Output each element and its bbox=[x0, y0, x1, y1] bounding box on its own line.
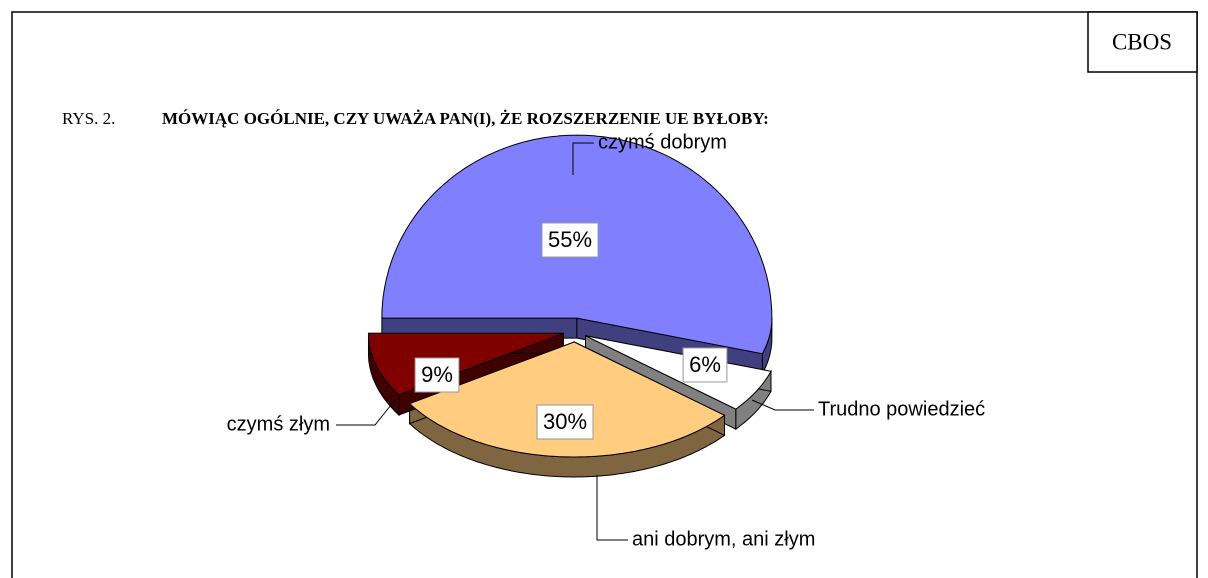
value-label-box bbox=[414, 357, 460, 393]
category-label: czymś dobrym bbox=[598, 131, 727, 153]
leader-line bbox=[572, 142, 594, 175]
badge: CBOS bbox=[1112, 29, 1172, 54]
value-label: 30% bbox=[543, 409, 587, 434]
category-label: ani dobrym, ani złym bbox=[632, 528, 815, 550]
category-label: Trudno powiedzieć bbox=[818, 398, 985, 420]
value-label: 9% bbox=[421, 362, 453, 387]
chart-title: MÓWIĄC OGÓLNIE, CZY UWAŻA PAN(I), ŻE ROZ… bbox=[162, 109, 769, 128]
slice bbox=[585, 335, 772, 410]
leader-line bbox=[596, 475, 628, 541]
slice bbox=[408, 341, 726, 458]
value-label-box bbox=[682, 347, 728, 383]
leader-line bbox=[336, 399, 396, 426]
value-label-box bbox=[541, 222, 599, 258]
value-label: 6% bbox=[689, 352, 721, 377]
badge-box bbox=[1087, 11, 1198, 73]
value-label: 55% bbox=[548, 227, 592, 252]
value-label-box bbox=[536, 404, 594, 440]
frame bbox=[11, 11, 1198, 578]
category-label: czymś złym bbox=[227, 413, 330, 435]
leader-line bbox=[751, 399, 814, 411]
figure-label: RYS. 2. bbox=[62, 109, 115, 128]
